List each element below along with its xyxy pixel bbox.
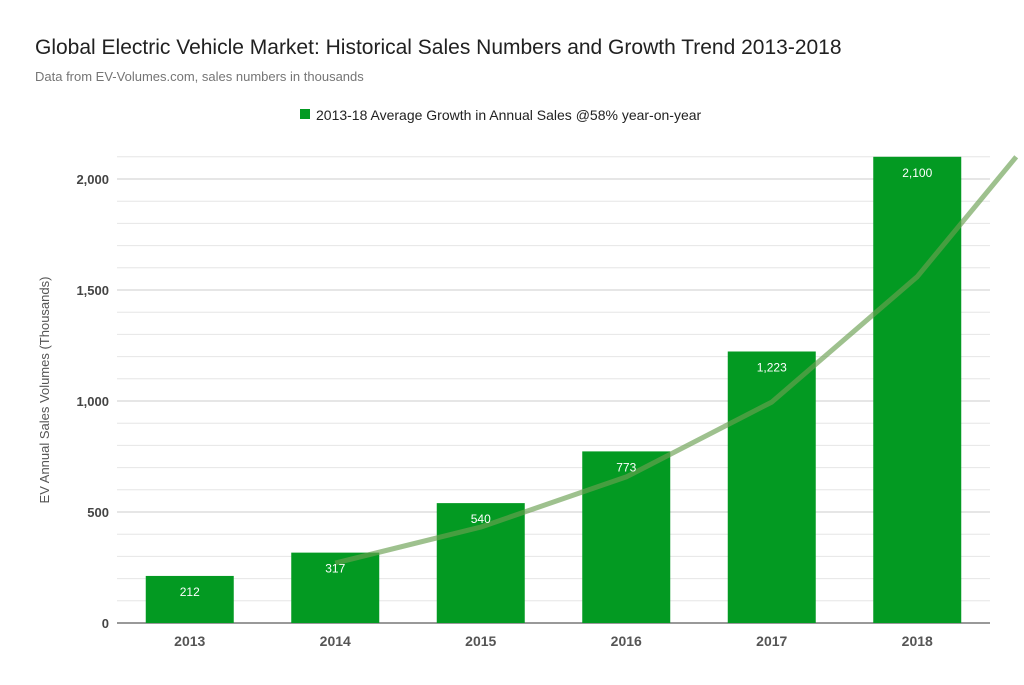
x-tick-label: 2018 xyxy=(902,633,933,649)
y-tick-label: 1,500 xyxy=(76,283,109,298)
x-tick-label: 2013 xyxy=(174,633,205,649)
trendline xyxy=(334,155,1019,566)
y-tick-label: 1,000 xyxy=(76,394,109,409)
data-label: 317 xyxy=(325,562,345,576)
y-tick-label: 0 xyxy=(102,616,109,631)
y-tick-label: 2,000 xyxy=(76,172,109,187)
x-tick-label: 2014 xyxy=(320,633,351,649)
data-label: 2,100 xyxy=(902,166,932,180)
chart-title: Global Electric Vehicle Market: Historic… xyxy=(35,36,842,59)
data-label: 212 xyxy=(180,585,200,599)
bar-2013 xyxy=(145,575,234,623)
y-tick-label: 500 xyxy=(87,505,109,520)
x-tick-label: 2016 xyxy=(611,633,642,649)
bar-2017 xyxy=(727,351,816,623)
x-tick-label: 2017 xyxy=(756,633,787,649)
data-label: 1,223 xyxy=(757,360,787,374)
legend-marker xyxy=(300,109,310,119)
bar-2015 xyxy=(436,503,525,623)
data-label: 540 xyxy=(471,512,491,526)
data-label: 773 xyxy=(616,460,636,474)
chart-subtitle: Data from EV-Volumes.com, sales numbers … xyxy=(35,69,364,84)
bar-2014 xyxy=(291,552,380,623)
bar-2016 xyxy=(582,451,671,623)
bar-2018 xyxy=(873,156,962,624)
y-axis-label: EV Annual Sales Volumes (Thousands) xyxy=(37,277,52,504)
legend-label: 2013-18 Average Growth in Annual Sales @… xyxy=(316,107,702,123)
x-tick-label: 2015 xyxy=(465,633,496,649)
